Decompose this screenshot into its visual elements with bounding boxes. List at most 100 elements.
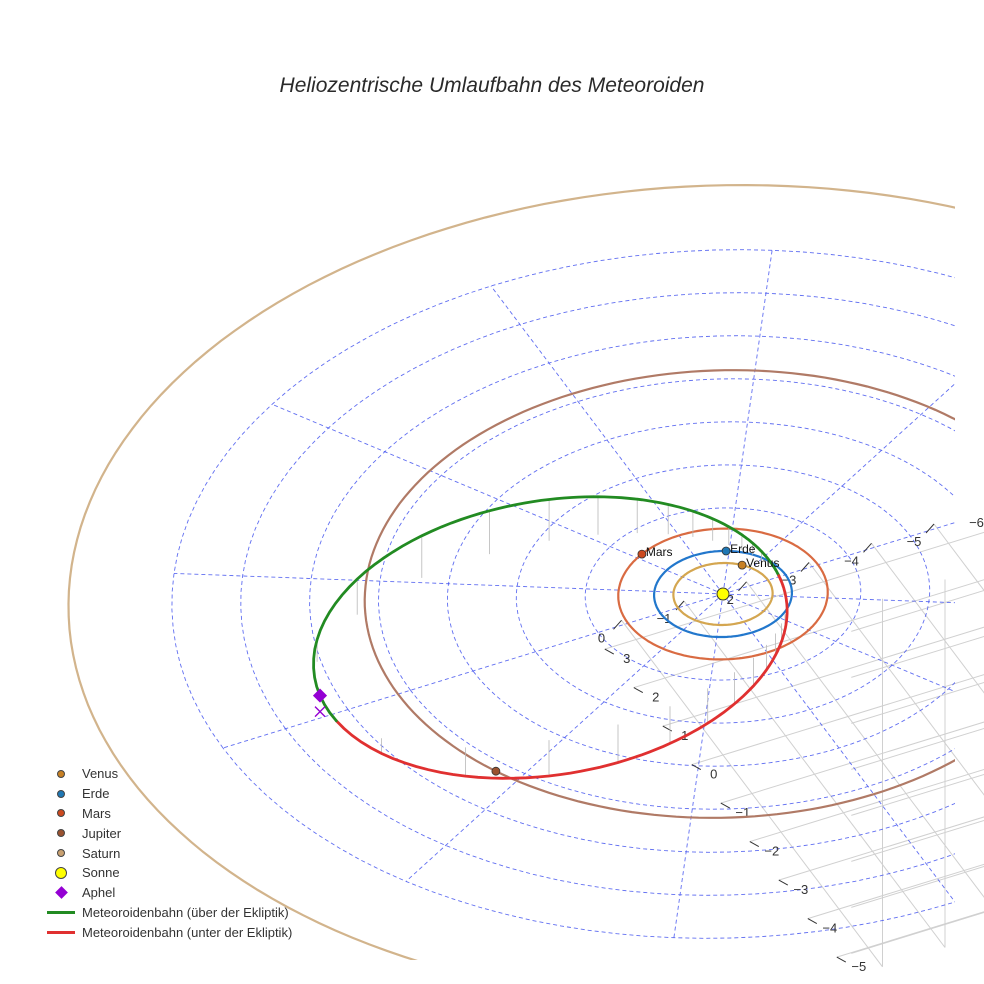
gridline	[851, 727, 984, 770]
legend-item[interactable]: Erde	[44, 784, 292, 804]
y-axis-tick	[604, 648, 615, 655]
ecliptic-spoke	[271, 403, 724, 595]
y-axis-tick	[778, 879, 789, 886]
y-axis-tick-label: 0	[710, 767, 717, 782]
gridline	[851, 819, 984, 862]
y-axis-tick-label: −5	[851, 959, 866, 974]
axis-tick-labels: 43210−1−2−3−8−7−6−5−4−3−2−10−5−4−3−2−101…	[598, 515, 984, 974]
meteoroid-orbit-below-ecliptic	[334, 578, 789, 780]
legend-symbol	[44, 904, 78, 920]
gridline	[778, 816, 984, 881]
gridline	[749, 768, 984, 843]
gridline	[933, 523, 984, 592]
gridline	[851, 773, 984, 816]
legend-marker-swatch	[55, 866, 67, 879]
gridline	[662, 626, 984, 727]
x-axis-tick-label: −6	[969, 515, 984, 530]
legend-symbol	[44, 786, 78, 802]
erde-marker	[721, 546, 731, 556]
y-axis-tick	[662, 725, 673, 732]
legend-label: Erde	[82, 786, 110, 802]
legend-item[interactable]: Meteoroidenbahn (über der Ekliptik)	[44, 903, 292, 923]
venus-orbit	[672, 561, 774, 627]
gridline	[851, 681, 984, 724]
legend-item[interactable]: Saturn	[44, 843, 292, 863]
ecliptic-spoke	[722, 522, 955, 595]
ecliptic-spoke	[722, 250, 773, 595]
ecliptic-spoke	[222, 593, 724, 749]
legend-symbol	[44, 885, 78, 901]
legend-label: Venus	[82, 766, 119, 782]
legend-marker-swatch	[57, 789, 65, 798]
erde-orbit	[653, 549, 793, 639]
ecliptic-spoke	[722, 383, 955, 595]
sun-marker	[716, 587, 730, 601]
legend-marker-swatch	[57, 809, 65, 818]
x-axis-tick-label: 0	[598, 630, 605, 645]
y-axis-tick-label: −2	[764, 844, 779, 859]
meteoroid-orbit-below-ecliptic	[777, 574, 782, 581]
y-axis-tick	[691, 764, 702, 771]
aphel-marker	[312, 688, 328, 703]
legend-label: Aphel	[82, 885, 116, 901]
ecliptic-ring	[171, 249, 955, 939]
legend-line-swatch	[47, 931, 75, 934]
gridline	[720, 721, 984, 804]
jupiter-marker	[491, 766, 501, 776]
gridline	[807, 863, 984, 920]
planet-orbits	[67, 183, 955, 960]
legend-item[interactable]: Mars	[44, 804, 292, 824]
x-axis-tick	[925, 523, 935, 534]
x-axis-tick	[613, 619, 622, 630]
chart-title: Heliozentrische Umlaufbahn des Meteoroid…	[279, 74, 705, 97]
venus-marker	[737, 560, 747, 570]
ecliptic-spoke	[722, 593, 955, 604]
gridline	[851, 865, 984, 908]
legend-symbol	[44, 766, 78, 782]
x-axis-tick-label: −5	[907, 534, 922, 549]
mars-orbit	[617, 527, 829, 661]
legend-item[interactable]: Venus	[44, 764, 292, 784]
ecliptic-reference-grid	[171, 249, 955, 939]
legend-label: Sonne	[82, 865, 120, 881]
legend-marker-swatch	[57, 829, 65, 838]
y-axis-tick-label: −3	[793, 882, 808, 897]
mars-marker	[637, 549, 647, 559]
legend-label: Meteoroidenbahn (unter der Ekliptik)	[82, 924, 293, 940]
y-axis-tick	[807, 918, 818, 925]
legend-marker-swatch	[57, 769, 65, 778]
x-axis-tick-label: −4	[844, 553, 859, 568]
legend-symbol	[44, 805, 78, 821]
venus-label: Venus	[746, 556, 779, 570]
ecliptic-spoke	[173, 572, 724, 595]
legend-item[interactable]: Sonne	[44, 863, 292, 883]
saturn-orbit	[67, 183, 955, 960]
axis-gridlines	[604, 523, 984, 968]
legend-item[interactable]: Meteoroidenbahn (unter der Ekliptik)	[44, 922, 292, 942]
gridline	[851, 635, 984, 678]
legend-item[interactable]: Jupiter	[44, 823, 292, 843]
y-axis-tick-label: 2	[652, 690, 659, 705]
aphel-projection-marker	[314, 706, 326, 718]
ecliptic-ring	[378, 378, 955, 810]
y-axis-tick	[749, 841, 760, 848]
x-axis-tick	[863, 542, 872, 553]
ecliptic-spoke	[490, 285, 724, 595]
gridline	[691, 674, 984, 766]
x-axis-tick	[800, 562, 810, 572]
legend-marker-swatch	[54, 886, 68, 900]
erde-label: Erde	[730, 542, 756, 556]
legend-label: Mars	[82, 805, 111, 821]
ecliptic-ring	[446, 421, 955, 767]
y-axis-tick-label: 3	[623, 651, 630, 666]
y-axis-tick	[836, 956, 847, 963]
gridline	[851, 589, 984, 632]
mars-label: Mars	[646, 545, 673, 559]
legend-symbol	[44, 865, 78, 881]
gridline	[746, 581, 984, 898]
meteoroid-orbit-above-ecliptic	[312, 495, 781, 723]
legend-item[interactable]: Aphel	[44, 883, 292, 903]
ecliptic-spoke	[722, 593, 955, 903]
